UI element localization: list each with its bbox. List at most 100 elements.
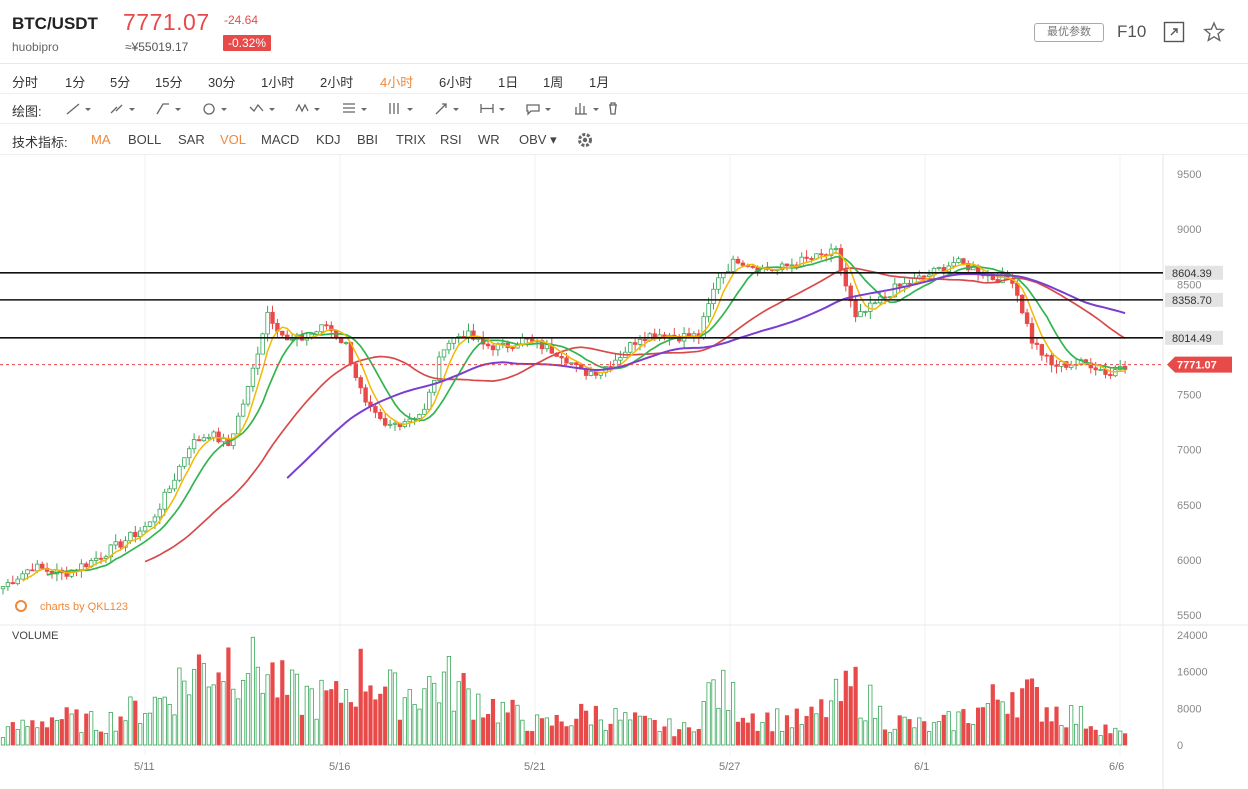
volume-bar	[182, 680, 187, 746]
volume-bar	[201, 663, 206, 746]
period-tab[interactable]: 1周	[543, 75, 564, 90]
volume-bar	[485, 714, 491, 746]
indicator-tab[interactable]: BBI	[357, 132, 378, 147]
line-tool-icon[interactable]	[64, 99, 94, 119]
indicator-toolbar: 技术指标: MA BOLL SAR VOL MACD KDJ BBI TRIX RSI WR OBV…	[0, 124, 1248, 155]
indicator-tab[interactable]: TRIX	[396, 132, 426, 147]
candle	[147, 521, 153, 527]
volume-bar	[108, 712, 113, 746]
candle	[1098, 368, 1103, 371]
volume-bar	[740, 717, 746, 746]
ma10-line	[46, 255, 1126, 576]
star-icon[interactable]	[1203, 21, 1225, 43]
volume-bar	[245, 673, 251, 746]
expand-icon[interactable]	[1163, 21, 1185, 43]
period-tab[interactable]: 1小时	[261, 75, 295, 90]
volume-bar	[1015, 717, 1020, 746]
date-tick-label: 5/11	[134, 761, 155, 773]
fibonacci-tool-icon[interactable]	[340, 99, 370, 119]
bars-tool-icon[interactable]	[572, 99, 602, 119]
period-tab[interactable]: 1日	[498, 75, 519, 90]
period-tab[interactable]: 30分	[208, 75, 236, 90]
indicator-tab[interactable]: KDJ	[316, 132, 341, 147]
volume-bar	[40, 721, 45, 746]
volume-bar	[927, 731, 932, 746]
volume-bar	[922, 721, 927, 746]
volume-bar	[809, 706, 814, 746]
candle	[789, 264, 795, 267]
volume-bar	[843, 670, 848, 746]
volume-bar	[686, 727, 692, 746]
candle	[142, 526, 148, 532]
trash-icon[interactable]	[604, 99, 622, 119]
arrow-tool-icon[interactable]	[432, 99, 462, 119]
volume-bar	[549, 725, 554, 746]
volume-bar	[588, 724, 594, 746]
settings-gear-icon[interactable]	[576, 131, 594, 149]
wave-tool-icon[interactable]	[248, 99, 278, 119]
period-tab[interactable]: 1月	[589, 75, 610, 90]
volume-bar	[1074, 723, 1079, 746]
note-tool-icon[interactable]	[524, 99, 554, 119]
gann-tool-icon[interactable]	[386, 99, 416, 119]
candle	[177, 465, 182, 481]
volume-bar	[569, 725, 574, 746]
indicator-tab[interactable]: MACD	[261, 132, 300, 147]
candle	[235, 415, 241, 435]
indicator-tab[interactable]: MA	[91, 132, 111, 147]
volume-bar	[412, 703, 417, 746]
candle	[216, 431, 221, 443]
volume-bar	[917, 717, 922, 746]
indicator-tab[interactable]: RSI	[440, 132, 462, 147]
chevron-down-icon	[545, 108, 551, 111]
volume-bar	[598, 719, 603, 746]
f10-button[interactable]: F10	[1117, 22, 1147, 41]
indicator-tab[interactable]: VOL	[220, 132, 247, 147]
kline-chart[interactable]: 5500600065007000750080008500900095000800…	[0, 155, 1248, 789]
candle	[1034, 342, 1040, 345]
indicator-tab[interactable]: OBV ▾	[519, 132, 557, 147]
volume-bar	[887, 732, 893, 746]
period-tab[interactable]: 5分	[110, 75, 131, 90]
candle	[118, 541, 123, 548]
ray-tool-icon[interactable]	[108, 99, 138, 119]
pattern-tool-icon[interactable]	[293, 99, 323, 119]
period-tab[interactable]: 6小时	[439, 75, 473, 90]
volume-bar	[240, 680, 246, 746]
candle	[873, 302, 878, 305]
circle-tool-icon[interactable]	[200, 99, 230, 119]
period-tab[interactable]: 15分	[155, 75, 183, 90]
volume-bar	[456, 681, 461, 746]
level-label: 8358.70	[1172, 295, 1212, 307]
indicator-tab[interactable]: SAR	[178, 132, 205, 147]
volume-bar	[138, 723, 143, 746]
candle	[240, 403, 246, 417]
period-tab[interactable]: 分时	[12, 75, 39, 90]
best-params-button[interactable]: 最优参数	[1034, 23, 1104, 42]
candle	[441, 349, 447, 358]
volume-bar	[721, 669, 726, 746]
measure-tool-icon[interactable]	[478, 99, 508, 119]
volume-bar	[794, 708, 799, 746]
volume-bar	[324, 690, 329, 746]
volume-bar	[971, 724, 976, 746]
channel-tool-icon[interactable]	[154, 99, 184, 119]
volume-bar	[294, 673, 300, 746]
chevron-down-icon	[221, 108, 227, 111]
volume-bar	[147, 712, 153, 746]
volume-bar	[1025, 679, 1030, 746]
volume-bar	[1034, 687, 1039, 746]
indicator-tab[interactable]: WR	[478, 132, 500, 147]
candle	[853, 300, 858, 318]
period-tab[interactable]: 2小时	[320, 75, 354, 90]
volume-bar	[1010, 692, 1015, 746]
candle	[152, 516, 158, 523]
volume-bar	[716, 707, 721, 746]
period-tab[interactable]: 1分	[65, 75, 86, 90]
period-tab[interactable]: 4小时	[380, 75, 414, 90]
candle	[1020, 294, 1025, 314]
indicator-tab[interactable]: BOLL	[128, 132, 162, 147]
volume-bar	[789, 727, 795, 746]
volume-bar	[1098, 735, 1103, 746]
candle	[1039, 344, 1044, 356]
